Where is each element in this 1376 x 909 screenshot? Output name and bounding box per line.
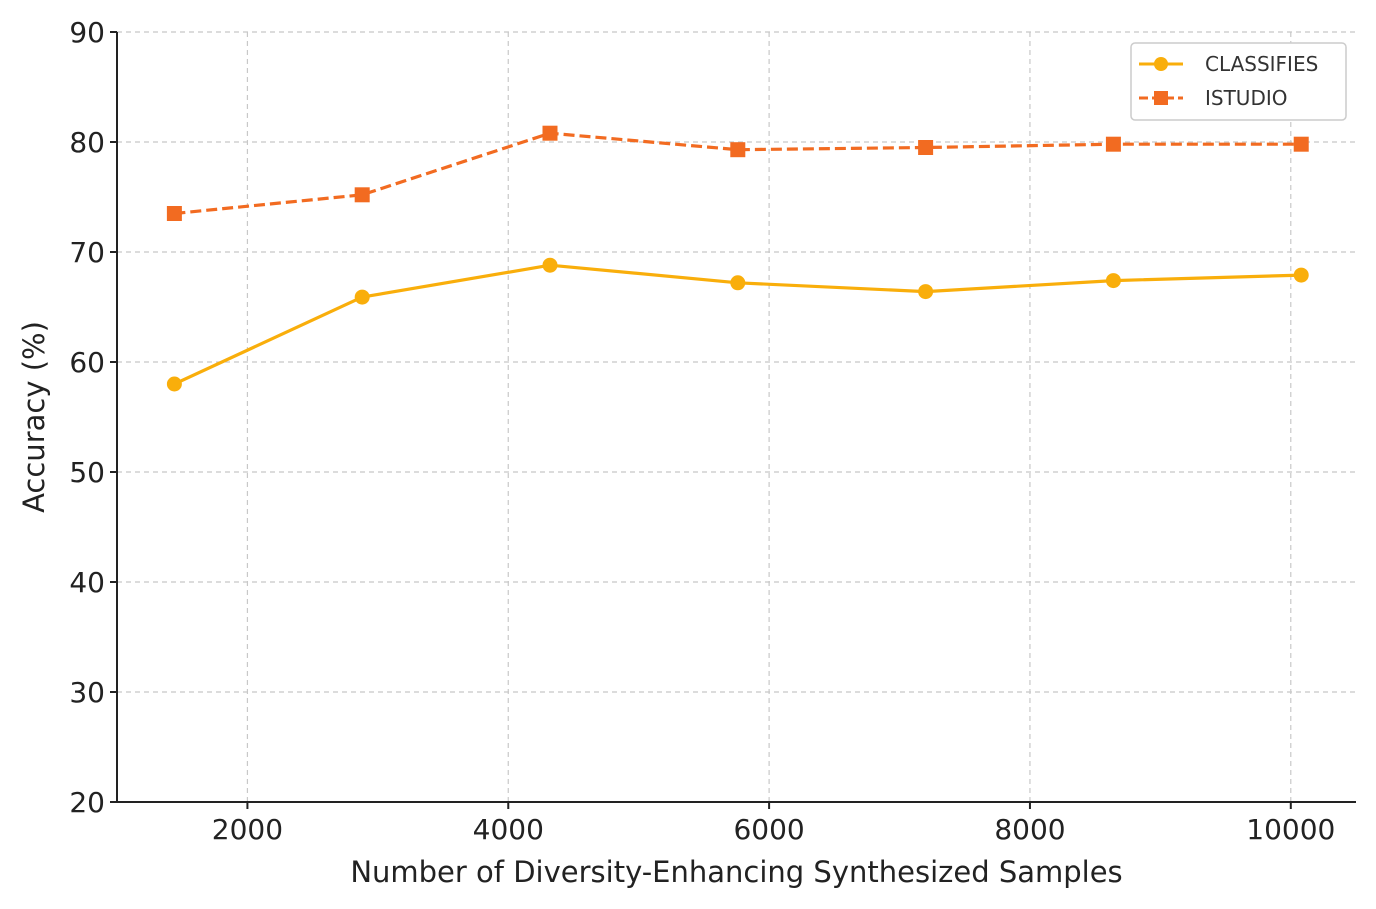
x-tick-label: 2000 [212, 813, 283, 846]
data-point [1293, 136, 1309, 152]
legend-item: ISTUDIO [1139, 86, 1288, 110]
y-tick-label: 80 [69, 126, 105, 159]
y-tick-label: 20 [69, 786, 105, 819]
legend-label: ISTUDIO [1205, 86, 1288, 110]
series-classifies [166, 257, 1309, 392]
y-tick-label: 30 [69, 676, 105, 709]
data-point [918, 140, 934, 155]
data-point [730, 142, 746, 158]
series [166, 125, 1309, 392]
y-tick-label: 90 [69, 16, 105, 49]
data-point [542, 257, 558, 273]
legend: CLASSIFIES ISTUDIO [1130, 42, 1347, 121]
x-tick-label: 4000 [473, 813, 544, 846]
axes [116, 32, 1356, 803]
ticks: 20 30 40 50 60 70 80 90 2000 4000 6000 8000 10000 [69, 16, 1335, 846]
x-tick-label: 10000 [1246, 813, 1335, 846]
data-point [918, 284, 934, 300]
data-point [166, 376, 182, 392]
data-point [1105, 136, 1121, 152]
legend-marker [1154, 57, 1168, 71]
data-point [542, 125, 558, 141]
data-point [354, 187, 370, 203]
y-tick-label: 60 [69, 346, 105, 379]
data-point [166, 206, 182, 221]
series-istudio [166, 125, 1309, 221]
data-point [1293, 267, 1309, 283]
y-axis-label: Accuracy (%) [17, 321, 51, 513]
legend-box [1130, 42, 1347, 121]
data-point [1105, 273, 1121, 289]
y-tick-label: 40 [69, 566, 105, 599]
y-tick-label: 50 [69, 456, 105, 489]
x-tick-label: 8000 [994, 813, 1065, 846]
data-point [730, 275, 746, 291]
legend-marker [1154, 91, 1168, 105]
y-tick-label: 70 [69, 236, 105, 269]
x-tick-label: 6000 [733, 813, 804, 846]
data-point [354, 289, 370, 305]
grid [117, 31, 1356, 803]
legend-item: CLASSIFIES [1139, 52, 1318, 76]
legend-label: CLASSIFIES [1205, 52, 1318, 76]
x-axis-label: Number of Diversity-Enhancing Synthesize… [350, 855, 1122, 889]
